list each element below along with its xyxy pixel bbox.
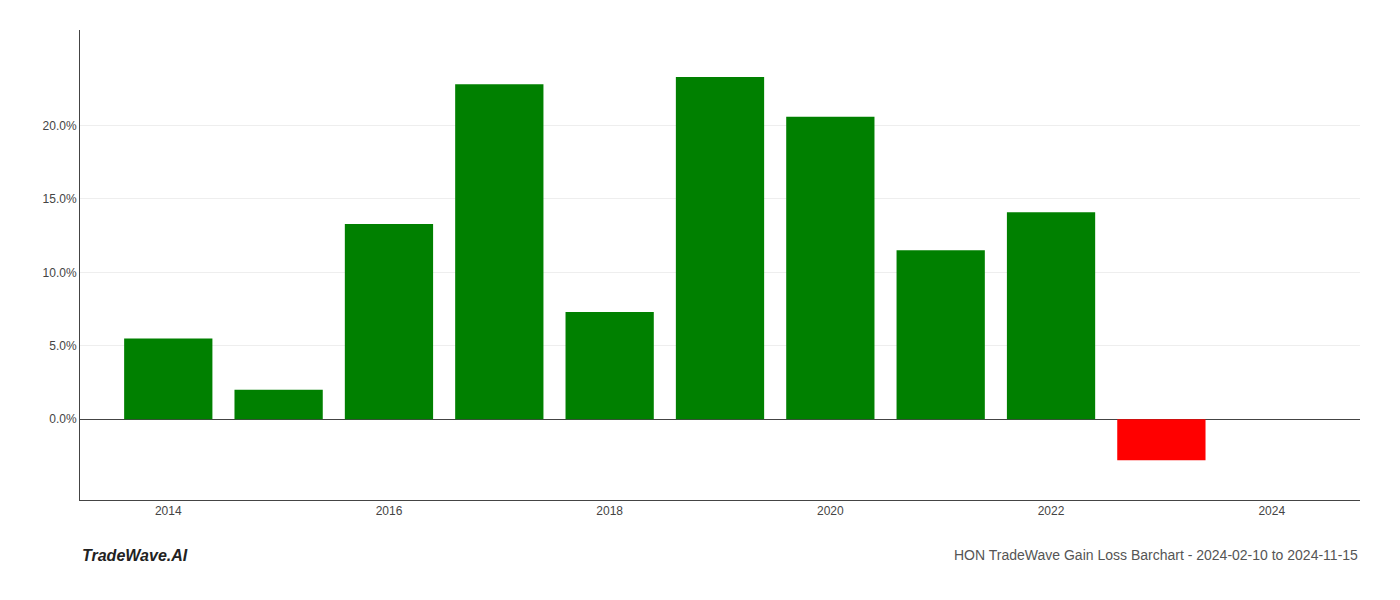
svg-text:0.0%: 0.0% [49,412,77,426]
svg-text:20.0%: 20.0% [43,119,77,133]
svg-text:HON TradeWave Gain Loss Barcha: HON TradeWave Gain Loss Barchart - 2024-… [954,547,1358,563]
svg-text:2018: 2018 [596,504,623,518]
svg-text:2024: 2024 [1258,504,1285,518]
svg-text:5.0%: 5.0% [49,339,77,353]
svg-text:2022: 2022 [1038,504,1065,518]
svg-text:15.0%: 15.0% [43,192,77,206]
svg-text:TradeWave.AI: TradeWave.AI [82,547,188,564]
svg-text:2014: 2014 [155,504,182,518]
svg-text:2020: 2020 [817,504,844,518]
svg-text:2016: 2016 [376,504,403,518]
svg-text:10.0%: 10.0% [43,266,77,280]
